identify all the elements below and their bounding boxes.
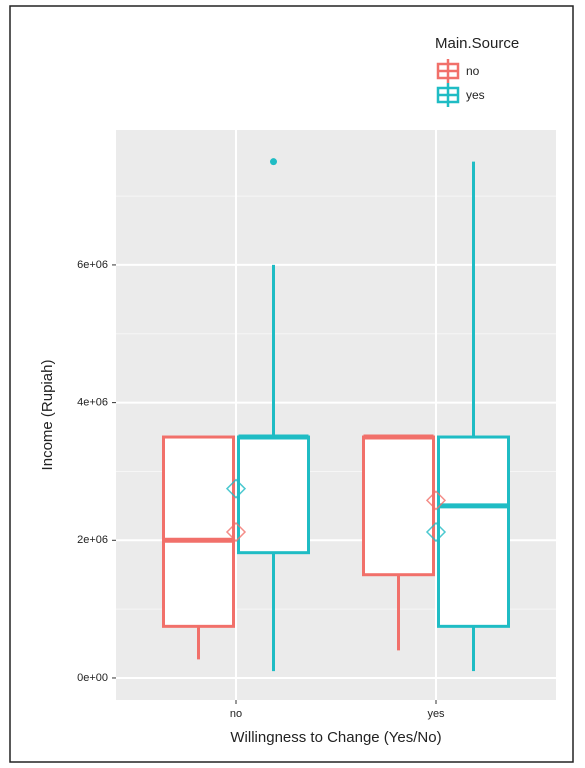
outlier <box>270 158 277 166</box>
mean-marker <box>425 490 447 511</box>
y-tick-label: 6e+06 <box>77 259 108 271</box>
legend-label: no <box>466 64 480 78</box>
mean-marker <box>225 521 247 543</box>
legend-label: yes <box>466 88 485 102</box>
box <box>362 435 435 577</box>
box <box>162 435 235 628</box>
y-axis-label: Income (Rupiah) <box>39 360 56 471</box>
x-axis-label: Willingness to Change (Yes/No) <box>230 729 441 746</box>
x-tick-label: yes <box>427 708 445 720</box>
box <box>437 435 510 628</box>
y-tick-label: 0e+00 <box>77 672 108 684</box>
box <box>237 435 310 555</box>
y-tick-label: 4e+06 <box>77 397 108 409</box>
mean-marker <box>425 521 447 543</box>
mean-marker <box>225 478 247 499</box>
x-tick-label: no <box>230 708 242 720</box>
legend-title: Main.Source <box>435 35 519 52</box>
y-tick-label: 2e+06 <box>77 534 108 546</box>
